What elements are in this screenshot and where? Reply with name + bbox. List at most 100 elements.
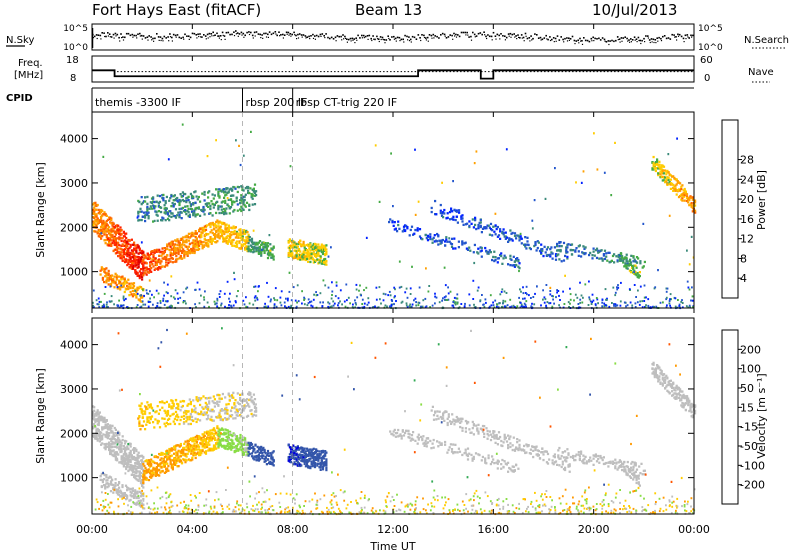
velocity-cell — [138, 474, 141, 477]
power-cell — [536, 246, 539, 250]
power-cell — [165, 195, 168, 199]
power-cell — [163, 247, 166, 250]
power-cell — [138, 276, 141, 280]
power-cell — [112, 222, 115, 225]
power-cell — [606, 259, 609, 262]
power-cell — [632, 271, 635, 274]
nsky-point — [263, 32, 265, 35]
power-cell — [140, 241, 143, 244]
power-cell — [137, 219, 140, 222]
nsky-point — [389, 39, 391, 41]
velocity-cell — [191, 456, 194, 459]
power-cell — [255, 250, 258, 253]
power-cell — [92, 301, 94, 304]
power-cell — [500, 290, 503, 293]
power-cell — [192, 203, 195, 206]
velocity-cell — [95, 435, 98, 438]
power-cell — [509, 229, 512, 232]
power-cell — [186, 209, 189, 213]
power-cell — [477, 225, 480, 229]
power-cell — [95, 203, 98, 207]
power-cell — [496, 305, 498, 308]
power-cell — [637, 276, 640, 279]
nsky-point — [472, 31, 474, 34]
power-cell — [135, 258, 138, 261]
power-cell — [318, 249, 321, 252]
power-cell — [506, 304, 509, 307]
nsky-point — [297, 33, 299, 36]
power-cell — [143, 294, 145, 297]
velocity-cell — [169, 460, 172, 463]
power-cell — [550, 246, 553, 249]
velocity-cell — [193, 451, 196, 455]
power-cell — [636, 301, 639, 304]
power-cell — [226, 197, 229, 200]
power-cell — [112, 227, 115, 230]
velocity-cell — [231, 446, 234, 449]
power-cell — [279, 301, 282, 304]
power-cell — [113, 243, 116, 246]
power-cell — [389, 218, 392, 221]
nsearch-point — [640, 42, 642, 45]
power-cell — [198, 288, 201, 291]
power-cell — [507, 263, 510, 266]
power-cell — [129, 260, 132, 263]
power-cell — [523, 297, 526, 300]
power-cell — [479, 225, 482, 229]
power-cell — [273, 303, 276, 306]
nsky-point — [370, 37, 372, 40]
velocity-cell — [98, 411, 101, 414]
nsky-point — [329, 37, 331, 40]
power-cell — [633, 264, 636, 267]
power-cell — [200, 294, 202, 297]
power-cell — [211, 237, 214, 241]
power-cell — [215, 188, 218, 191]
velocity-cell — [240, 449, 243, 452]
nsky-point — [481, 33, 483, 36]
power-cell — [93, 210, 96, 213]
nsearch-point — [151, 39, 153, 41]
nsky-point — [261, 34, 263, 36]
power-cell — [678, 303, 681, 306]
power-cell — [301, 252, 304, 255]
power-cell — [181, 191, 184, 194]
velocity-cell — [127, 463, 130, 466]
power-cell — [502, 228, 505, 231]
nsearch-point — [553, 41, 555, 43]
velocity-cell — [106, 436, 109, 439]
nsky-point — [590, 37, 593, 40]
power-cell — [450, 237, 454, 240]
power-cell — [187, 207, 190, 211]
power-cell — [147, 292, 150, 295]
power-cell — [164, 212, 167, 215]
nsky-point — [272, 32, 275, 35]
nsky-point — [430, 34, 433, 37]
power-cell — [642, 222, 645, 225]
velocity-cell — [135, 449, 138, 453]
power-cell — [414, 228, 417, 232]
nsearch-label: N.Search — [744, 35, 789, 46]
velocity-scatter — [92, 327, 697, 516]
nsky-point — [425, 37, 427, 39]
power-cell — [215, 139, 217, 142]
velocity-cell — [92, 412, 95, 415]
velocity-cell — [219, 439, 222, 442]
velocity-cell — [217, 427, 220, 430]
nsky-point — [504, 35, 506, 37]
nsearch-point — [282, 37, 284, 39]
station-title: Fort Hays East (fitACF) — [92, 1, 261, 19]
nsky-point — [287, 31, 290, 34]
nsky-point — [124, 36, 126, 39]
power-cell — [662, 301, 664, 304]
power-cell — [110, 300, 113, 303]
nsky-point — [455, 33, 457, 36]
power-cell — [656, 160, 659, 163]
nsky-point — [477, 32, 480, 35]
nsearch-point — [132, 36, 134, 38]
power-cell — [268, 254, 271, 257]
power-cell — [409, 228, 412, 232]
nsearch-point — [109, 36, 111, 38]
power-cell — [232, 225, 235, 228]
power-cell — [126, 306, 128, 309]
power-cell — [100, 215, 103, 218]
